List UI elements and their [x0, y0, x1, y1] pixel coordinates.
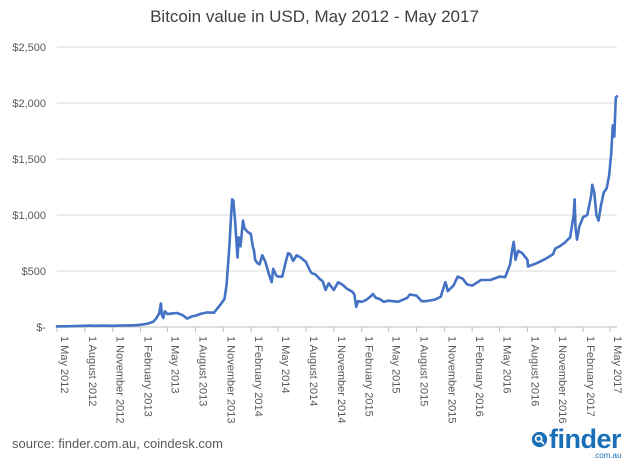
- y-tick-label: $1,500: [12, 154, 46, 166]
- x-tick-label: 1 February 2014: [252, 336, 264, 417]
- finder-logo[interactable]: finder .com.au: [531, 424, 622, 460]
- x-tick-label: 1 May 2016: [500, 336, 512, 393]
- x-tick-label: 1 May 2017: [611, 336, 623, 393]
- y-tick-label: $-: [36, 322, 46, 334]
- source-note: source: finder.com.au, coindesk.com: [12, 436, 223, 451]
- gridlines: [57, 46, 617, 272]
- y-tick-label: $1,000: [12, 210, 46, 222]
- finder-brand-sub: .com.au: [593, 451, 622, 460]
- x-tick-label: 1 August 2016: [528, 336, 540, 406]
- x-tick-label: 1 May 2015: [390, 336, 402, 393]
- x-tick-label: 1 May 2013: [169, 336, 181, 393]
- x-tick-label: 1 February 2013: [142, 336, 154, 417]
- x-tick-label: 1 November 2013: [224, 336, 236, 423]
- x-axis: 1 May 2012 1 August 2012 1 November 2012 1 …: [56, 326, 623, 423]
- x-tick-label: 1 November 2016: [556, 336, 568, 423]
- x-tick-label: 1 August 2015: [418, 336, 430, 406]
- x-tick-label: 1 November 2012: [114, 336, 126, 423]
- chart-title: Bitcoin value in USD, May 2012 - May 201…: [150, 7, 479, 26]
- x-tick-label: 1 February 2015: [363, 336, 375, 417]
- y-tick-label: $500: [22, 266, 46, 278]
- x-tick-label: 1 August 2013: [196, 336, 208, 406]
- series-layer: [55, 95, 619, 328]
- x-tick-label: 1 August 2014: [307, 336, 319, 406]
- x-tick-label: 1 May 2012: [58, 336, 70, 393]
- finder-brand: finder: [549, 424, 622, 454]
- x-tick-label: 1 May 2014: [279, 336, 291, 393]
- search-icon: [531, 431, 548, 448]
- x-tick-label: 1 August 2012: [86, 336, 98, 406]
- series-line: [55, 95, 619, 328]
- y-tick-label: $2,000: [12, 98, 46, 110]
- x-tick-label: 1 November 2015: [445, 336, 457, 423]
- y-tick-label: $2,500: [12, 42, 46, 54]
- x-tick-label: 1 November 2014: [335, 336, 347, 423]
- x-tick-label: 1 February 2017: [584, 336, 596, 417]
- y-axis: $- $500 $1,000 $1,500 $2,000 $2,500: [12, 42, 46, 334]
- x-tick-label: 1 February 2016: [473, 336, 485, 417]
